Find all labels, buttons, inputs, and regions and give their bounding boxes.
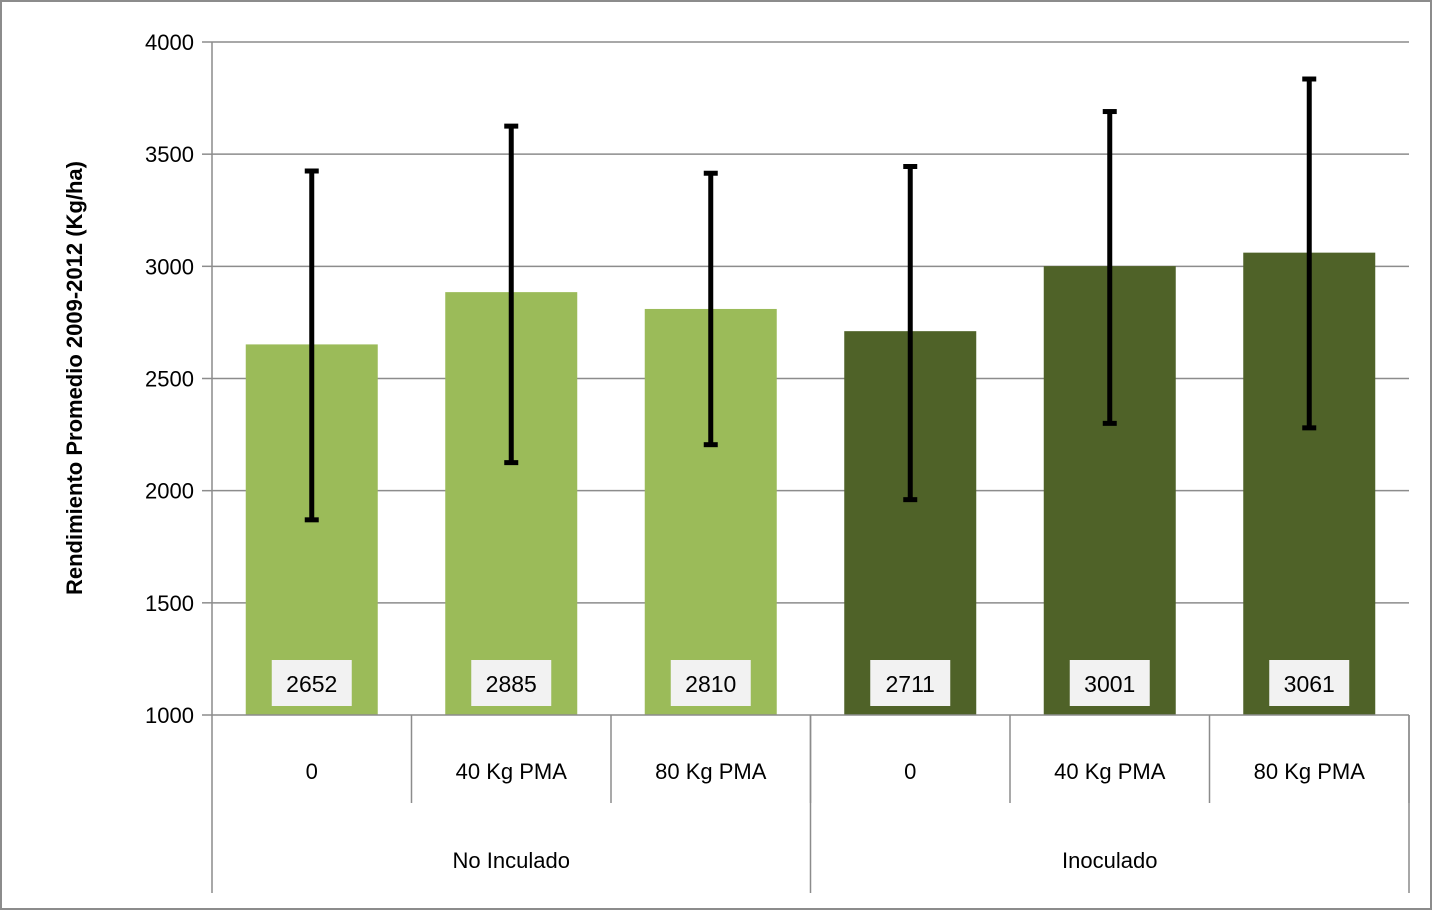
data-label: 2885 [486,671,537,697]
data-label-box [1069,660,1150,706]
data-label-box [271,660,352,706]
data-label-box [670,660,751,706]
group-label: No Inculado [453,848,570,873]
x-tick-label: 0 [904,759,916,784]
data-label: 3001 [1084,671,1135,697]
gridlines [212,41,1409,604]
data-label: 2711 [886,671,935,697]
x-tick-label: 80 Kg PMA [1254,759,1366,784]
data-label-box [471,660,552,706]
data-labels: 2652 2885 2810 2711 3001 3061 [271,660,1350,706]
y-tick-label: 1500 [145,591,194,616]
data-label-box [1269,660,1350,706]
axes: 1000 1500 2000 2500 3000 3500 4000 0 40 Kg PMA 80… [145,30,1410,893]
x-tick-label: 40 Kg PMA [1054,759,1166,784]
bars [245,252,1376,716]
x-tick-label: 0 [306,759,318,784]
data-label: 3061 [1284,671,1335,697]
data-label: 2810 [685,671,736,697]
data-label-box [870,660,951,706]
data-label: 2652 [286,671,337,697]
x-tick-label: 80 Kg PMA [655,759,767,784]
y-tick-label: 3000 [145,254,194,279]
y-tick-label: 3500 [145,142,194,167]
y-tick-label: 4000 [145,30,194,55]
y-axis-label: Rendimiento Promedio 2009-2012 (Kg/ha) [62,161,87,595]
x-tick-label: 40 Kg PMA [456,759,568,784]
group-label: Inoculado [1062,848,1157,873]
y-tick-label: 1000 [145,703,194,728]
error-bars [304,76,1317,523]
y-tick-label: 2500 [145,367,194,392]
y-tick-label: 2000 [145,479,194,504]
